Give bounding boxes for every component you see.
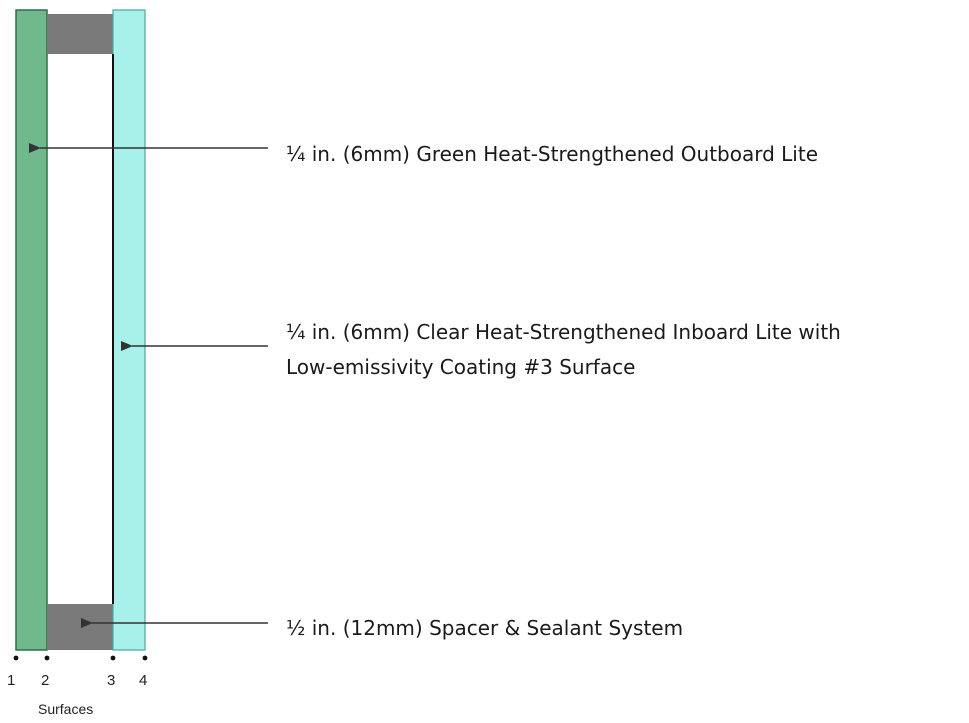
- surfaces-caption: Surfaces: [38, 701, 93, 717]
- surface-number-1: 1: [7, 672, 15, 689]
- inboard-label-line2: Low-emissivity Coating #3 Surface: [286, 355, 635, 379]
- outboard-label: ¼ in. (6mm) Green Heat-Strengthened Outb…: [286, 142, 818, 166]
- outboard-lite: [15, 9, 48, 651]
- surface-dot-2: [44, 655, 50, 661]
- surface-number-2: 2: [41, 672, 49, 689]
- surface-dot-3: [110, 655, 116, 661]
- inboard-label-line1: ¼ in. (6mm) Clear Heat-Strengthened Inbo…: [286, 320, 841, 344]
- top-spacer: [47, 14, 113, 54]
- bottom-spacer: [47, 604, 113, 650]
- spacer-label: ½ in. (12mm) Spacer & Sealant System: [286, 616, 683, 640]
- surface-number-3: 3: [107, 672, 115, 689]
- surface-dot-1: [13, 655, 19, 661]
- surface-dot-4: [142, 655, 148, 661]
- inboard-lite: [112, 9, 146, 651]
- surface-number-4: 4: [139, 672, 147, 689]
